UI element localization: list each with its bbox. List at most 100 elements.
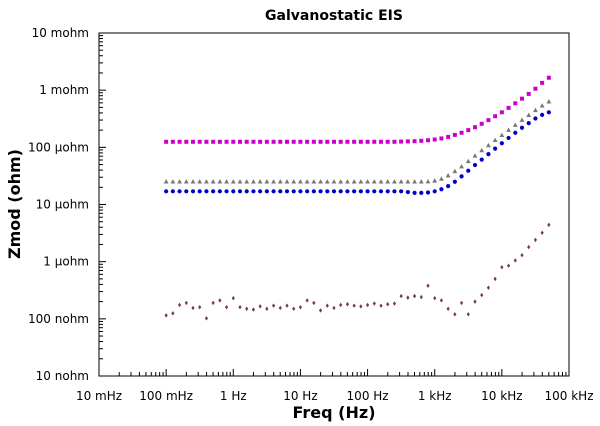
data-point bbox=[339, 302, 343, 308]
data-point bbox=[432, 189, 437, 194]
x-tick-label: 1 Hz bbox=[220, 389, 247, 403]
data-point bbox=[519, 117, 525, 122]
data-point bbox=[533, 116, 538, 121]
data-point bbox=[371, 179, 377, 184]
data-point bbox=[459, 174, 464, 179]
data-point bbox=[466, 128, 471, 133]
data-point bbox=[385, 179, 391, 184]
data-point bbox=[486, 285, 491, 290]
data-point bbox=[237, 189, 243, 194]
data-point bbox=[305, 189, 310, 194]
data-point bbox=[412, 139, 417, 144]
data-point bbox=[325, 139, 330, 144]
data-point bbox=[379, 139, 384, 144]
data-point bbox=[412, 293, 417, 299]
data-point bbox=[352, 303, 356, 308]
data-point bbox=[493, 276, 497, 282]
data-point bbox=[171, 311, 175, 316]
data-point bbox=[473, 299, 477, 304]
data-point bbox=[312, 300, 316, 306]
data-point bbox=[230, 179, 236, 184]
data-point bbox=[412, 179, 417, 184]
data-point bbox=[318, 308, 323, 313]
data-point bbox=[284, 179, 290, 184]
x-axis: 10 mHz 100 mHz 1 Hz 10 Hz 100 Hz 1 kHz 10 kHz 1… bbox=[76, 369, 594, 403]
data-point bbox=[298, 304, 303, 310]
data-point bbox=[392, 179, 397, 184]
data-point bbox=[419, 294, 423, 300]
data-point bbox=[264, 139, 269, 144]
data-point bbox=[224, 179, 229, 184]
data-point bbox=[318, 189, 323, 194]
data-point bbox=[204, 189, 209, 194]
data-point bbox=[492, 137, 498, 143]
data-point bbox=[170, 179, 176, 184]
data-point bbox=[446, 183, 451, 189]
data-point bbox=[520, 252, 524, 258]
data-point bbox=[311, 189, 316, 194]
data-point bbox=[184, 300, 188, 306]
data-point bbox=[385, 139, 390, 144]
data-point bbox=[198, 304, 202, 310]
data-point bbox=[244, 189, 249, 194]
data-point bbox=[432, 178, 438, 183]
data-point bbox=[539, 103, 545, 108]
data-point bbox=[324, 179, 330, 184]
data-point bbox=[399, 139, 404, 144]
data-point bbox=[271, 139, 276, 144]
data-point bbox=[278, 139, 283, 144]
data-point bbox=[365, 139, 370, 144]
data-point bbox=[211, 189, 216, 194]
data-point bbox=[365, 179, 370, 184]
data-point bbox=[190, 179, 196, 184]
data-point bbox=[365, 302, 370, 308]
data-point bbox=[298, 189, 303, 194]
data-point bbox=[258, 139, 263, 144]
data-point bbox=[291, 139, 296, 144]
data-point bbox=[392, 301, 397, 306]
data-point bbox=[352, 189, 357, 194]
y-axis-title: Zmod (ohm) bbox=[5, 149, 24, 259]
data-point bbox=[264, 189, 269, 194]
data-point bbox=[204, 316, 209, 321]
data-point bbox=[499, 132, 505, 138]
data-point bbox=[197, 139, 202, 144]
data-point bbox=[453, 312, 457, 317]
data-point bbox=[224, 139, 229, 144]
data-point bbox=[231, 139, 236, 144]
y-tick-label: 100 nohm bbox=[28, 312, 89, 326]
data-point bbox=[385, 189, 390, 194]
data-point bbox=[352, 139, 357, 144]
data-point bbox=[425, 190, 431, 195]
data-point bbox=[472, 153, 478, 158]
data-point bbox=[217, 139, 222, 144]
data-point bbox=[500, 265, 504, 270]
x-tick-label: 100 Hz bbox=[347, 389, 389, 403]
data-point bbox=[479, 121, 484, 126]
data-point bbox=[513, 258, 517, 263]
data-point bbox=[499, 110, 504, 115]
data-point bbox=[432, 137, 437, 142]
data-point bbox=[499, 141, 504, 146]
data-point bbox=[513, 130, 518, 135]
data-point bbox=[285, 303, 289, 308]
series-layer bbox=[163, 75, 552, 321]
data-point bbox=[265, 306, 269, 311]
data-point bbox=[392, 189, 397, 194]
data-point bbox=[446, 306, 450, 311]
data-point bbox=[278, 305, 282, 311]
data-point bbox=[291, 189, 296, 194]
data-point bbox=[465, 158, 471, 164]
data-point bbox=[251, 179, 256, 184]
data-point bbox=[164, 313, 168, 318]
series-2 bbox=[163, 99, 552, 184]
data-point bbox=[378, 189, 384, 194]
data-point bbox=[399, 293, 403, 299]
data-point bbox=[331, 189, 337, 194]
data-point bbox=[472, 162, 478, 168]
data-point bbox=[238, 304, 242, 310]
data-point bbox=[218, 298, 222, 303]
data-point bbox=[258, 189, 263, 194]
x-tick-label: 100 kHz bbox=[545, 389, 594, 403]
